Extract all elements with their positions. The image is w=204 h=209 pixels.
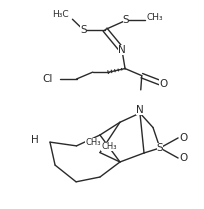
Text: CH₃: CH₃ xyxy=(85,138,101,147)
Text: O: O xyxy=(159,79,167,89)
Text: H₃C: H₃C xyxy=(52,10,69,19)
Text: S: S xyxy=(80,25,86,35)
Text: N: N xyxy=(118,45,126,55)
Text: N: N xyxy=(136,105,144,115)
Text: CH₃: CH₃ xyxy=(147,13,163,22)
Text: S: S xyxy=(157,143,163,153)
Text: O: O xyxy=(179,133,187,143)
Text: CH₃: CH₃ xyxy=(101,142,117,151)
Text: H: H xyxy=(31,135,39,145)
Text: S: S xyxy=(123,15,129,25)
Text: O: O xyxy=(179,153,187,163)
Text: Cl: Cl xyxy=(42,74,52,84)
